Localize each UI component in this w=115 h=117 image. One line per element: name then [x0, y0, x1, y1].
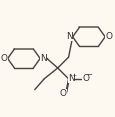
- Text: +: +: [71, 73, 76, 78]
- Text: O: O: [1, 54, 8, 63]
- Text: O: O: [104, 32, 111, 41]
- Text: N: N: [65, 32, 72, 41]
- Text: N: N: [40, 54, 46, 63]
- Text: O: O: [59, 90, 66, 99]
- Text: −: −: [86, 72, 92, 78]
- Text: O: O: [82, 74, 89, 83]
- Text: N: N: [67, 74, 74, 83]
